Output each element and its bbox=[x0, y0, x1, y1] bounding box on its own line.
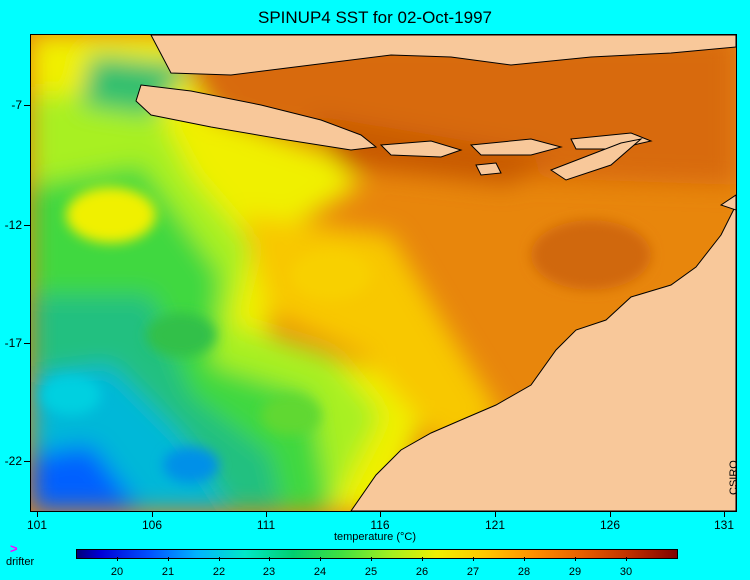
landmass-java bbox=[135, 84, 378, 151]
drifter-legend-label: drifter bbox=[6, 556, 35, 568]
colorbar-label: 21 bbox=[161, 566, 175, 578]
x-tick-label: 121 bbox=[484, 518, 506, 532]
x-tick-label: 116 bbox=[370, 518, 390, 532]
y-tick-label: -17 bbox=[4, 336, 22, 350]
landmass-sumba bbox=[475, 162, 502, 176]
x-tick-label: 106 bbox=[141, 518, 163, 532]
colorbar-label: 27 bbox=[466, 566, 480, 578]
sst-eddies bbox=[41, 187, 651, 483]
landmass-sumbawa-flores bbox=[469, 138, 563, 156]
landmass-bali-lombok bbox=[379, 140, 463, 158]
colorbar bbox=[76, 549, 678, 559]
colorbar-label: 23 bbox=[262, 566, 276, 578]
coastline bbox=[135, 35, 736, 511]
y-tick-label: -7 bbox=[11, 98, 22, 112]
colorbar-title: temperature (°C) bbox=[333, 531, 417, 543]
colorbar-label: 30 bbox=[619, 566, 633, 578]
sst-field bbox=[31, 35, 736, 511]
colorbar-label: 22 bbox=[212, 566, 226, 578]
colorbar-label: 26 bbox=[415, 566, 429, 578]
landmass-australia bbox=[350, 204, 736, 511]
x-tick-label: 101 bbox=[26, 518, 48, 532]
colorbar-label: 25 bbox=[364, 566, 378, 578]
landmass-timor bbox=[549, 138, 643, 181]
x-tick-label: 131 bbox=[713, 518, 735, 532]
colorbar-label: 29 bbox=[568, 566, 582, 578]
landmass-north bbox=[150, 35, 736, 76]
y-tick-label: -12 bbox=[4, 218, 22, 232]
x-tick-label: 126 bbox=[599, 518, 621, 532]
colorbar-label: 28 bbox=[517, 566, 531, 578]
colorbar-label: 24 bbox=[313, 566, 327, 578]
colorbar-label: 20 bbox=[110, 566, 124, 578]
x-tick-label: 111 bbox=[256, 518, 276, 532]
credit-label: CSIRO bbox=[728, 460, 740, 495]
map-title: SPINUP4 SST for 02-Oct-1997 bbox=[257, 8, 492, 27]
y-tick-label: -22 bbox=[4, 454, 22, 468]
sst-map bbox=[30, 34, 737, 512]
drifter-legend-icon: > bbox=[10, 541, 18, 556]
landmass-tanimbar bbox=[719, 194, 736, 211]
